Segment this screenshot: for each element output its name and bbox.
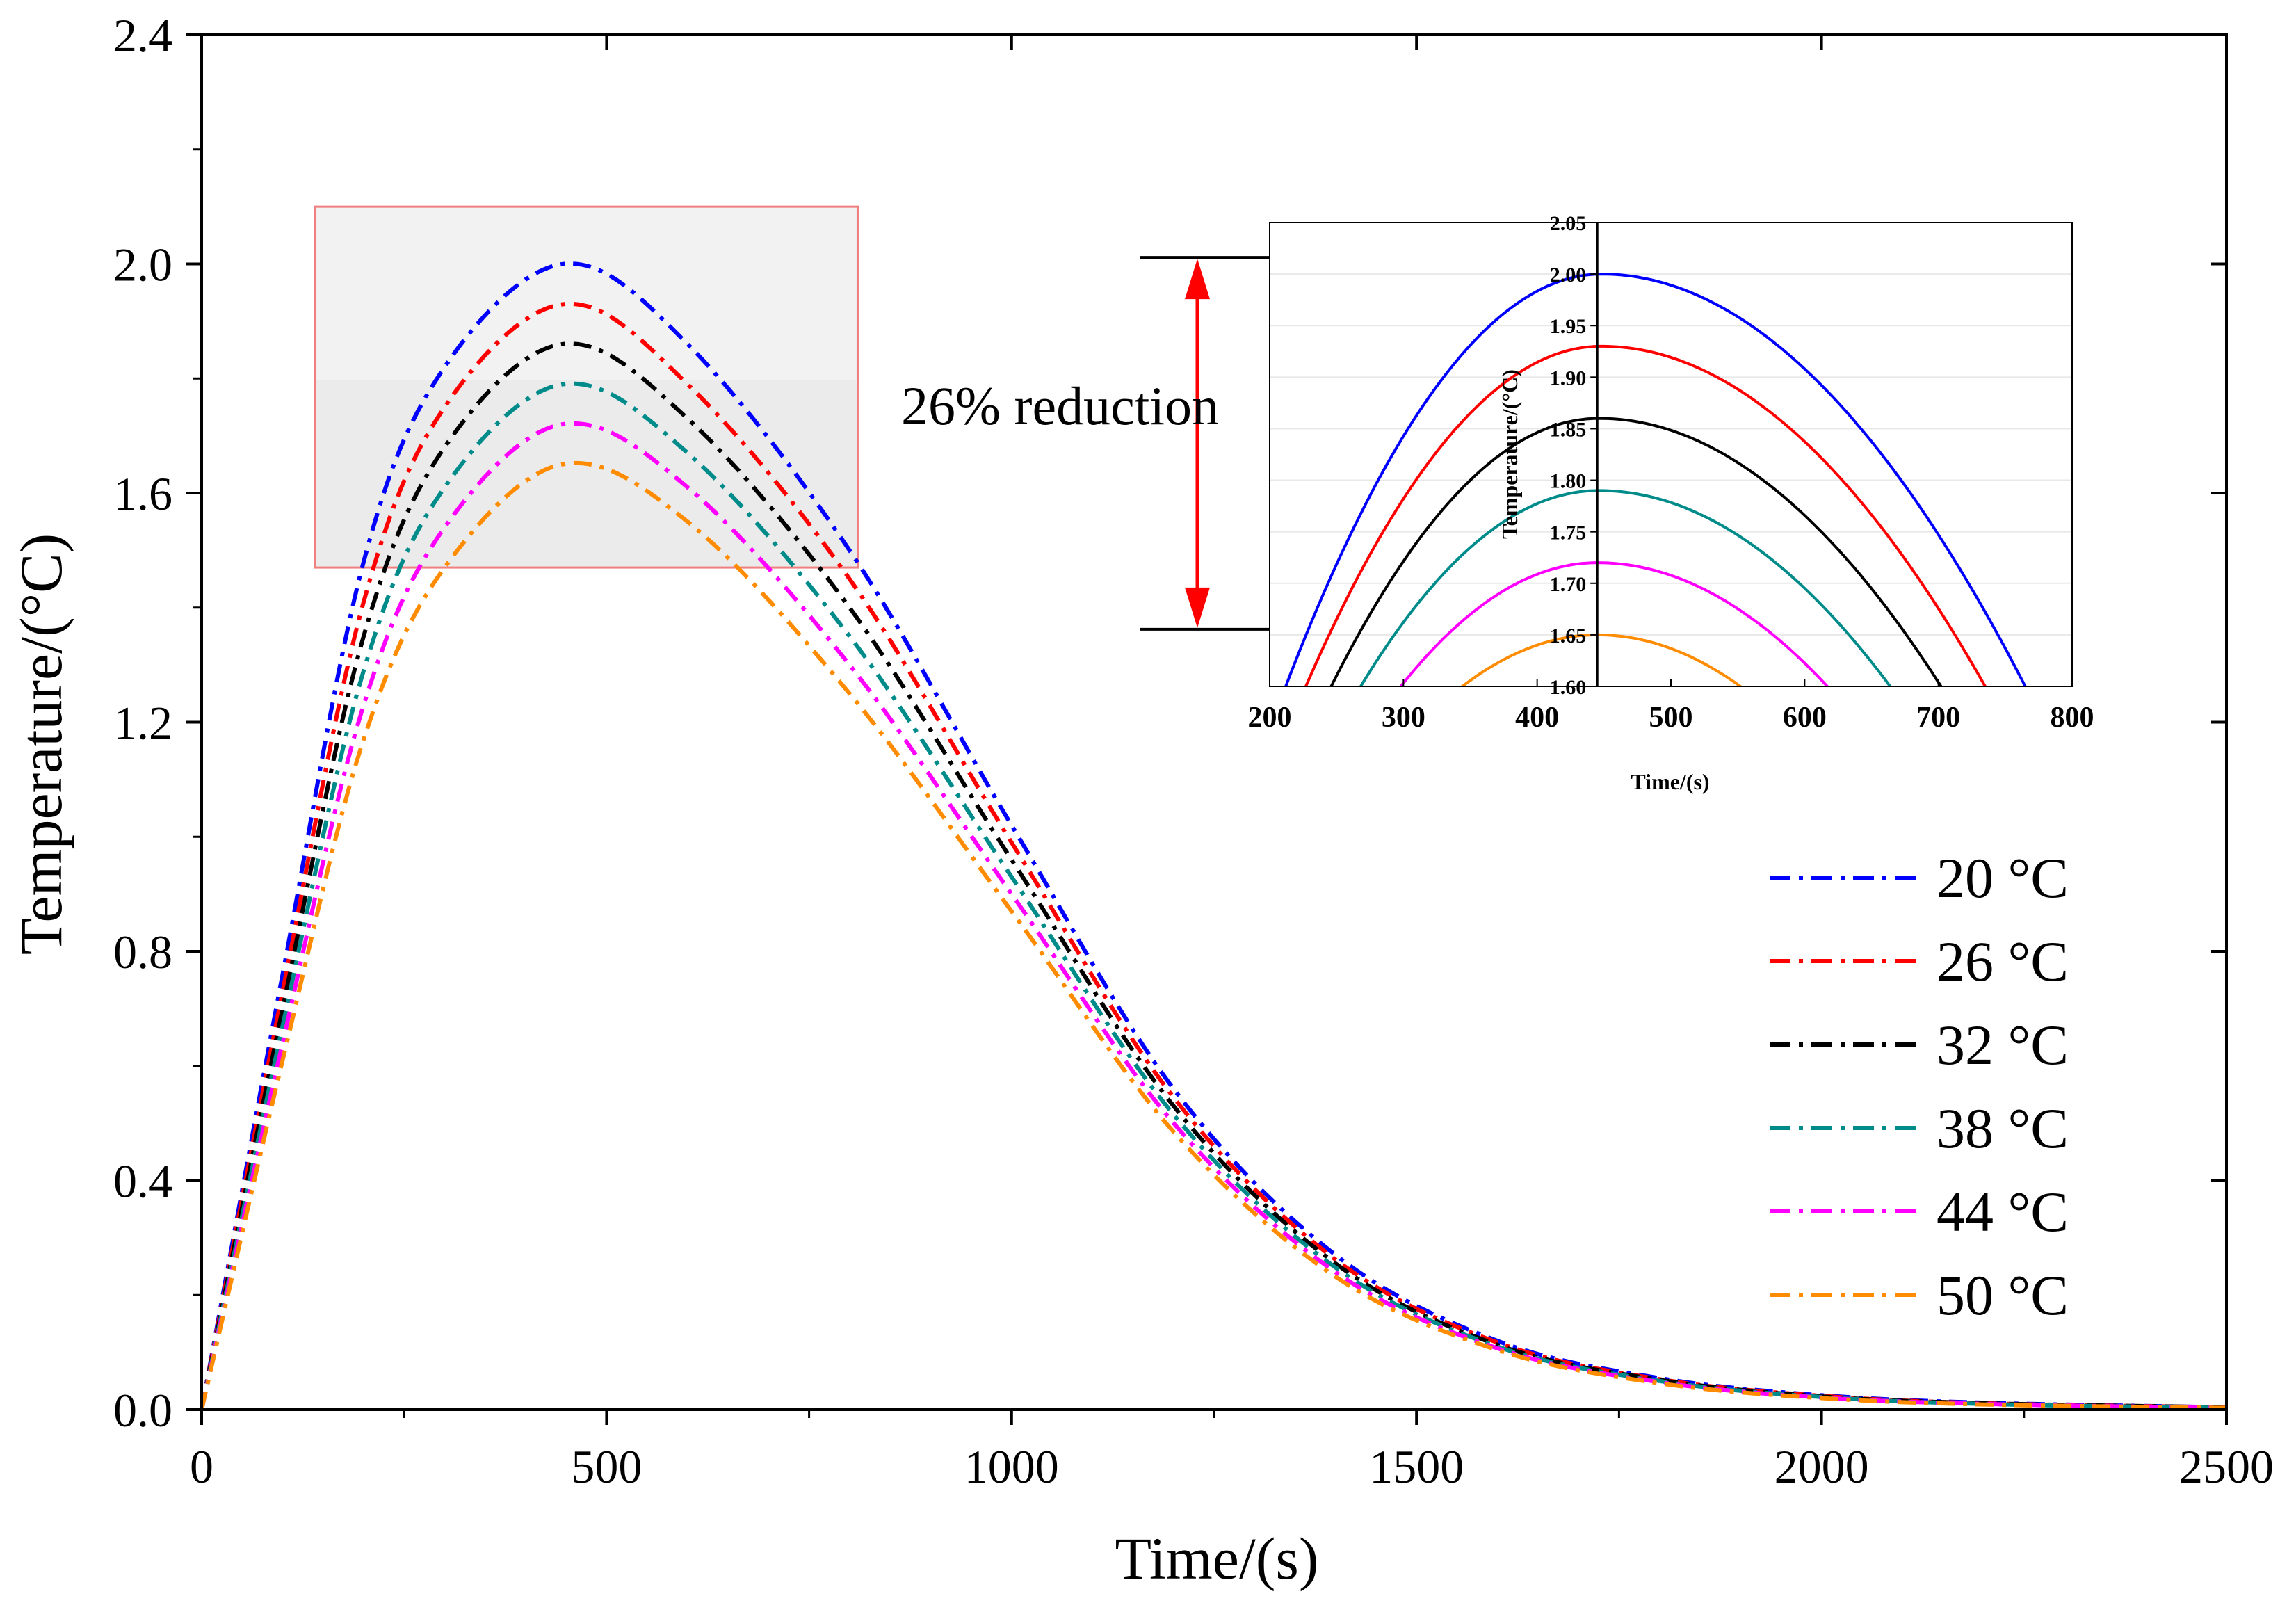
inset-series-line-3 xyxy=(1359,489,1892,686)
inset-y-tick-label: 1.75 xyxy=(1550,522,1587,545)
main-x-axis-title: Time/(s) xyxy=(1115,1525,1318,1592)
inset-series-line-2 xyxy=(1329,417,1943,686)
reduction-arrow-head-top xyxy=(1185,259,1210,300)
inset-series-group xyxy=(1284,273,2027,686)
inset-x-tick-label: 800 xyxy=(2051,702,2094,734)
inset-gridlines xyxy=(1270,273,2072,636)
inset-y-tick-label: 1.65 xyxy=(1550,624,1587,647)
legend-label-3: 38 °C xyxy=(1937,1097,2069,1160)
inset-plot: 200 300 400 500 600 700 800 1.601.651.701.751.… xyxy=(1248,212,2094,794)
reduction-arrow-head-bottom xyxy=(1185,587,1210,628)
main-series-group xyxy=(200,261,2227,1410)
main-series-line-1 xyxy=(200,301,2227,1410)
inset-x-ticks: 200 300 400 500 600 700 800 xyxy=(1248,679,2094,734)
legend-label-0: 20 °C xyxy=(1937,846,2069,910)
inset-series-line-0 xyxy=(1284,273,2027,686)
inset-y-tick-label: 1.85 xyxy=(1550,418,1587,441)
inset-y-axis-title: Temperature/(°C) xyxy=(1497,369,1522,539)
main-plot: 0 500 1000 1500 2000 2500 0.0 0.4 0.8 1.2 1.6 2.0 2… xyxy=(8,9,2274,1592)
inset-x-tick-label: 700 xyxy=(1916,702,1960,734)
legend-label-5: 50 °C xyxy=(1937,1264,2069,1327)
main-y-tick-label: 1.2 xyxy=(113,697,172,750)
main-y-tick-label: 0.4 xyxy=(113,1155,172,1208)
reduction-label: 26% reduction xyxy=(901,376,1219,436)
inset-series-line-1 xyxy=(1304,344,1987,686)
inset-x-tick-label: 400 xyxy=(1515,702,1559,734)
inset-series-line-4 xyxy=(1398,561,1829,686)
legend: 20 °C 26 °C 32 °C 38 °C 44 °C 50 °C xyxy=(1770,846,2069,1327)
main-x-tick-label: 2000 xyxy=(1774,1440,1869,1493)
main-y-axis-title: Temperature/(°C) xyxy=(8,533,74,955)
main-x-tick-label: 0 xyxy=(190,1440,213,1493)
inset-x-tick-label: 600 xyxy=(1783,702,1827,734)
legend-label-2: 32 °C xyxy=(1937,1013,2069,1076)
main-y-tick-label: 1.6 xyxy=(113,467,172,520)
legend-label-4: 44 °C xyxy=(1937,1180,2069,1243)
main-x-ticks: 0 500 1000 1500 2000 2500 xyxy=(190,35,2274,1493)
main-y-ticks: 0.0 0.4 0.8 1.2 1.6 2.0 2.4 xyxy=(113,9,2226,1437)
main-series-line-5 xyxy=(200,460,2227,1410)
inset-y-tick-label: 1.90 xyxy=(1550,366,1587,389)
main-x-tick-label: 1000 xyxy=(964,1440,1059,1493)
main-y-tick-label: 2.0 xyxy=(113,239,172,291)
inset-y-tick-label: 1.60 xyxy=(1550,676,1587,699)
inset-y-tick-label: 1.80 xyxy=(1550,470,1587,493)
inset-x-tick-label: 300 xyxy=(1382,702,1425,734)
main-y-tick-label: 0.8 xyxy=(113,926,172,978)
inset-x-tick-label: 500 xyxy=(1649,702,1693,734)
legend-label-1: 26 °C xyxy=(1937,930,2069,993)
reduction-annotation: 26% reduction xyxy=(901,256,1598,631)
inset-y-tick-label: 1.70 xyxy=(1550,573,1587,596)
inset-x-tick-label: 200 xyxy=(1248,702,1292,734)
main-x-tick-label: 2500 xyxy=(2179,1440,2274,1493)
inset-y-tick-label: 2.05 xyxy=(1550,212,1587,235)
zoom-highlight-band xyxy=(316,208,857,380)
inset-background xyxy=(1270,223,2072,686)
main-y-tick-label: 2.4 xyxy=(113,9,172,62)
inset-y-ticks: 1.60 1.65 1.70 1.75 1.80 1.85 1.90 1.95 2.00 2.05 xyxy=(1550,212,1598,699)
inset-x-axis-title: Time/(s) xyxy=(1631,769,1709,794)
main-y-tick-label: 0.0 xyxy=(113,1384,172,1437)
inset-y-tick-label: 2.00 xyxy=(1550,264,1587,287)
inset-series-line-5 xyxy=(1460,633,1743,686)
main-x-tick-label: 500 xyxy=(571,1440,642,1493)
main-x-tick-label: 1500 xyxy=(1369,1440,1464,1493)
inset-y-tick-label: 1.95 xyxy=(1550,315,1587,338)
